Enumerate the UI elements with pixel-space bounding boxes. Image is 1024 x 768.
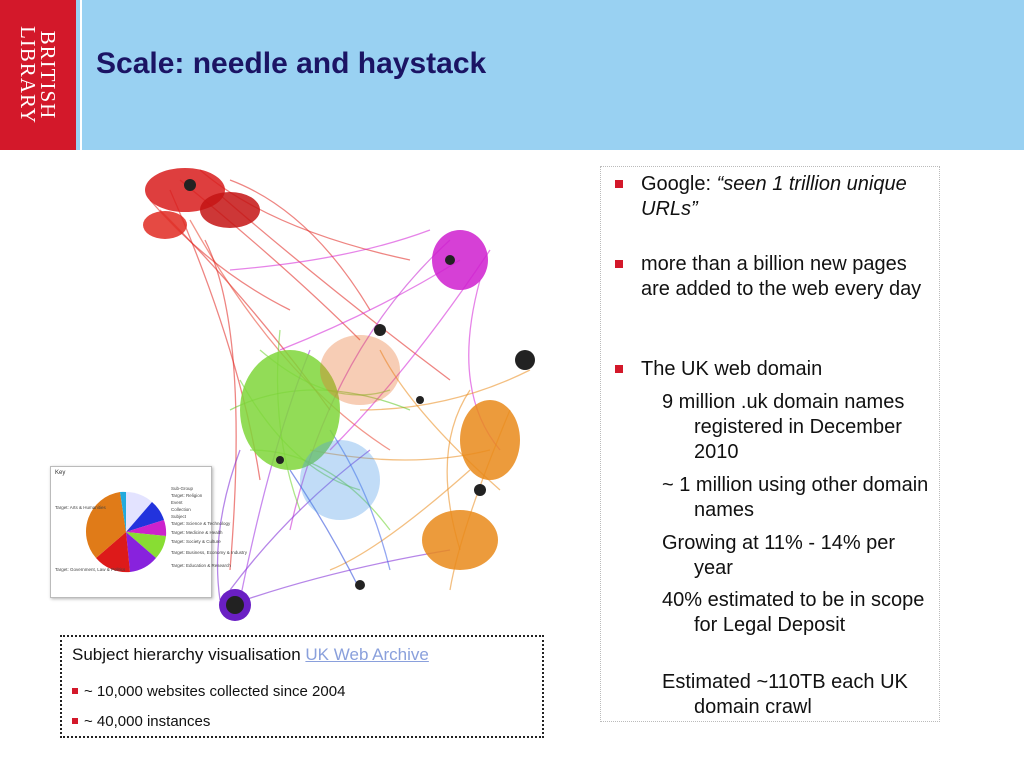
- key-label: Target: Society & Culture: [171, 539, 221, 544]
- new-pages-text: more than a billion new pages are added …: [641, 253, 922, 300]
- text-panel: Google: “seen 1 trillion unique URLs” mo…: [600, 166, 940, 722]
- caption-label: Subject hierarchy visualisation: [72, 645, 306, 664]
- caption-bullet: ~ 40,000 instances: [72, 713, 210, 730]
- slide-title: Scale: needle and haystack: [96, 47, 487, 80]
- key-label: Collection: [171, 507, 191, 512]
- network-visualisation: [143, 168, 535, 621]
- caption-bullet: ~ 10,000 websites collected since 2004: [72, 683, 345, 700]
- caption-bullet-text: ~ 10,000 websites collected since 2004: [84, 683, 346, 700]
- key-label: Target: Medicine & Health: [171, 530, 223, 535]
- key-label: Target: Arts & Humanities: [55, 505, 106, 510]
- uk-web-archive-link[interactable]: UK Web Archive: [305, 645, 429, 664]
- key-label: Event: [171, 500, 183, 505]
- bullet-square-icon: [615, 260, 623, 268]
- key-label: Target: Business, Economy & Industry: [171, 550, 248, 555]
- british-library-logo: BRITISH LIBRARY: [0, 0, 76, 150]
- logo-text: BRITISH LIBRARY: [16, 5, 60, 145]
- bullet-square-icon: [615, 180, 623, 188]
- key-label: Target: Religion: [171, 493, 203, 498]
- key-label: Target: Education & Research: [171, 563, 231, 568]
- key-label: Target: Government, Law & Politics: [55, 567, 126, 572]
- key-label: Sub-Group: [171, 486, 194, 491]
- sub-bullet: Estimated ~110TB each UK domain crawl: [662, 671, 908, 718]
- bullet-new-pages: more than a billion new pages are added …: [615, 252, 936, 302]
- slide-header: BRITISH LIBRARY Scale: needle and haysta…: [0, 0, 1024, 150]
- bullet-google: Google: “seen 1 trillion unique URLs”: [615, 172, 936, 222]
- caption-box: Subject hierarchy visualisation UK Web A…: [60, 635, 544, 738]
- caption-bullet-text: ~ 40,000 instances: [84, 713, 211, 730]
- key-label: Subject: [171, 514, 187, 519]
- key-label: Target: Science & Technology: [171, 521, 231, 526]
- key-pie-chart: [86, 491, 167, 573]
- bullet-uk-domain: The UK web domain: [615, 357, 936, 382]
- logo-line-1: BRITISH: [36, 30, 60, 120]
- sub-bullet: ~ 1 million using other domain names: [662, 474, 929, 521]
- google-quote: “seen 1 trillion unique URLs”: [641, 173, 907, 220]
- uk-domain-text: The UK web domain: [641, 358, 823, 380]
- google-label: Google:: [641, 173, 717, 195]
- caption-text: Subject hierarchy visualisation UK Web A…: [72, 645, 429, 665]
- sub-bullet: 9 million .uk domain names registered in…: [662, 391, 905, 463]
- key-title: Key: [55, 470, 66, 476]
- bullet-square-icon: [72, 688, 78, 694]
- logo-line-2: LIBRARY: [16, 25, 40, 124]
- header-divider: [80, 0, 82, 150]
- graph-key: Key Sub-Group Target: Religion Event Col…: [50, 466, 247, 598]
- sub-bullet: 40% estimated to be in scope for Legal D…: [662, 589, 925, 636]
- bullet-square-icon: [615, 365, 623, 373]
- bullet-square-icon: [72, 718, 78, 724]
- sub-bullet: Growing at 11% - 14% per year: [662, 532, 896, 579]
